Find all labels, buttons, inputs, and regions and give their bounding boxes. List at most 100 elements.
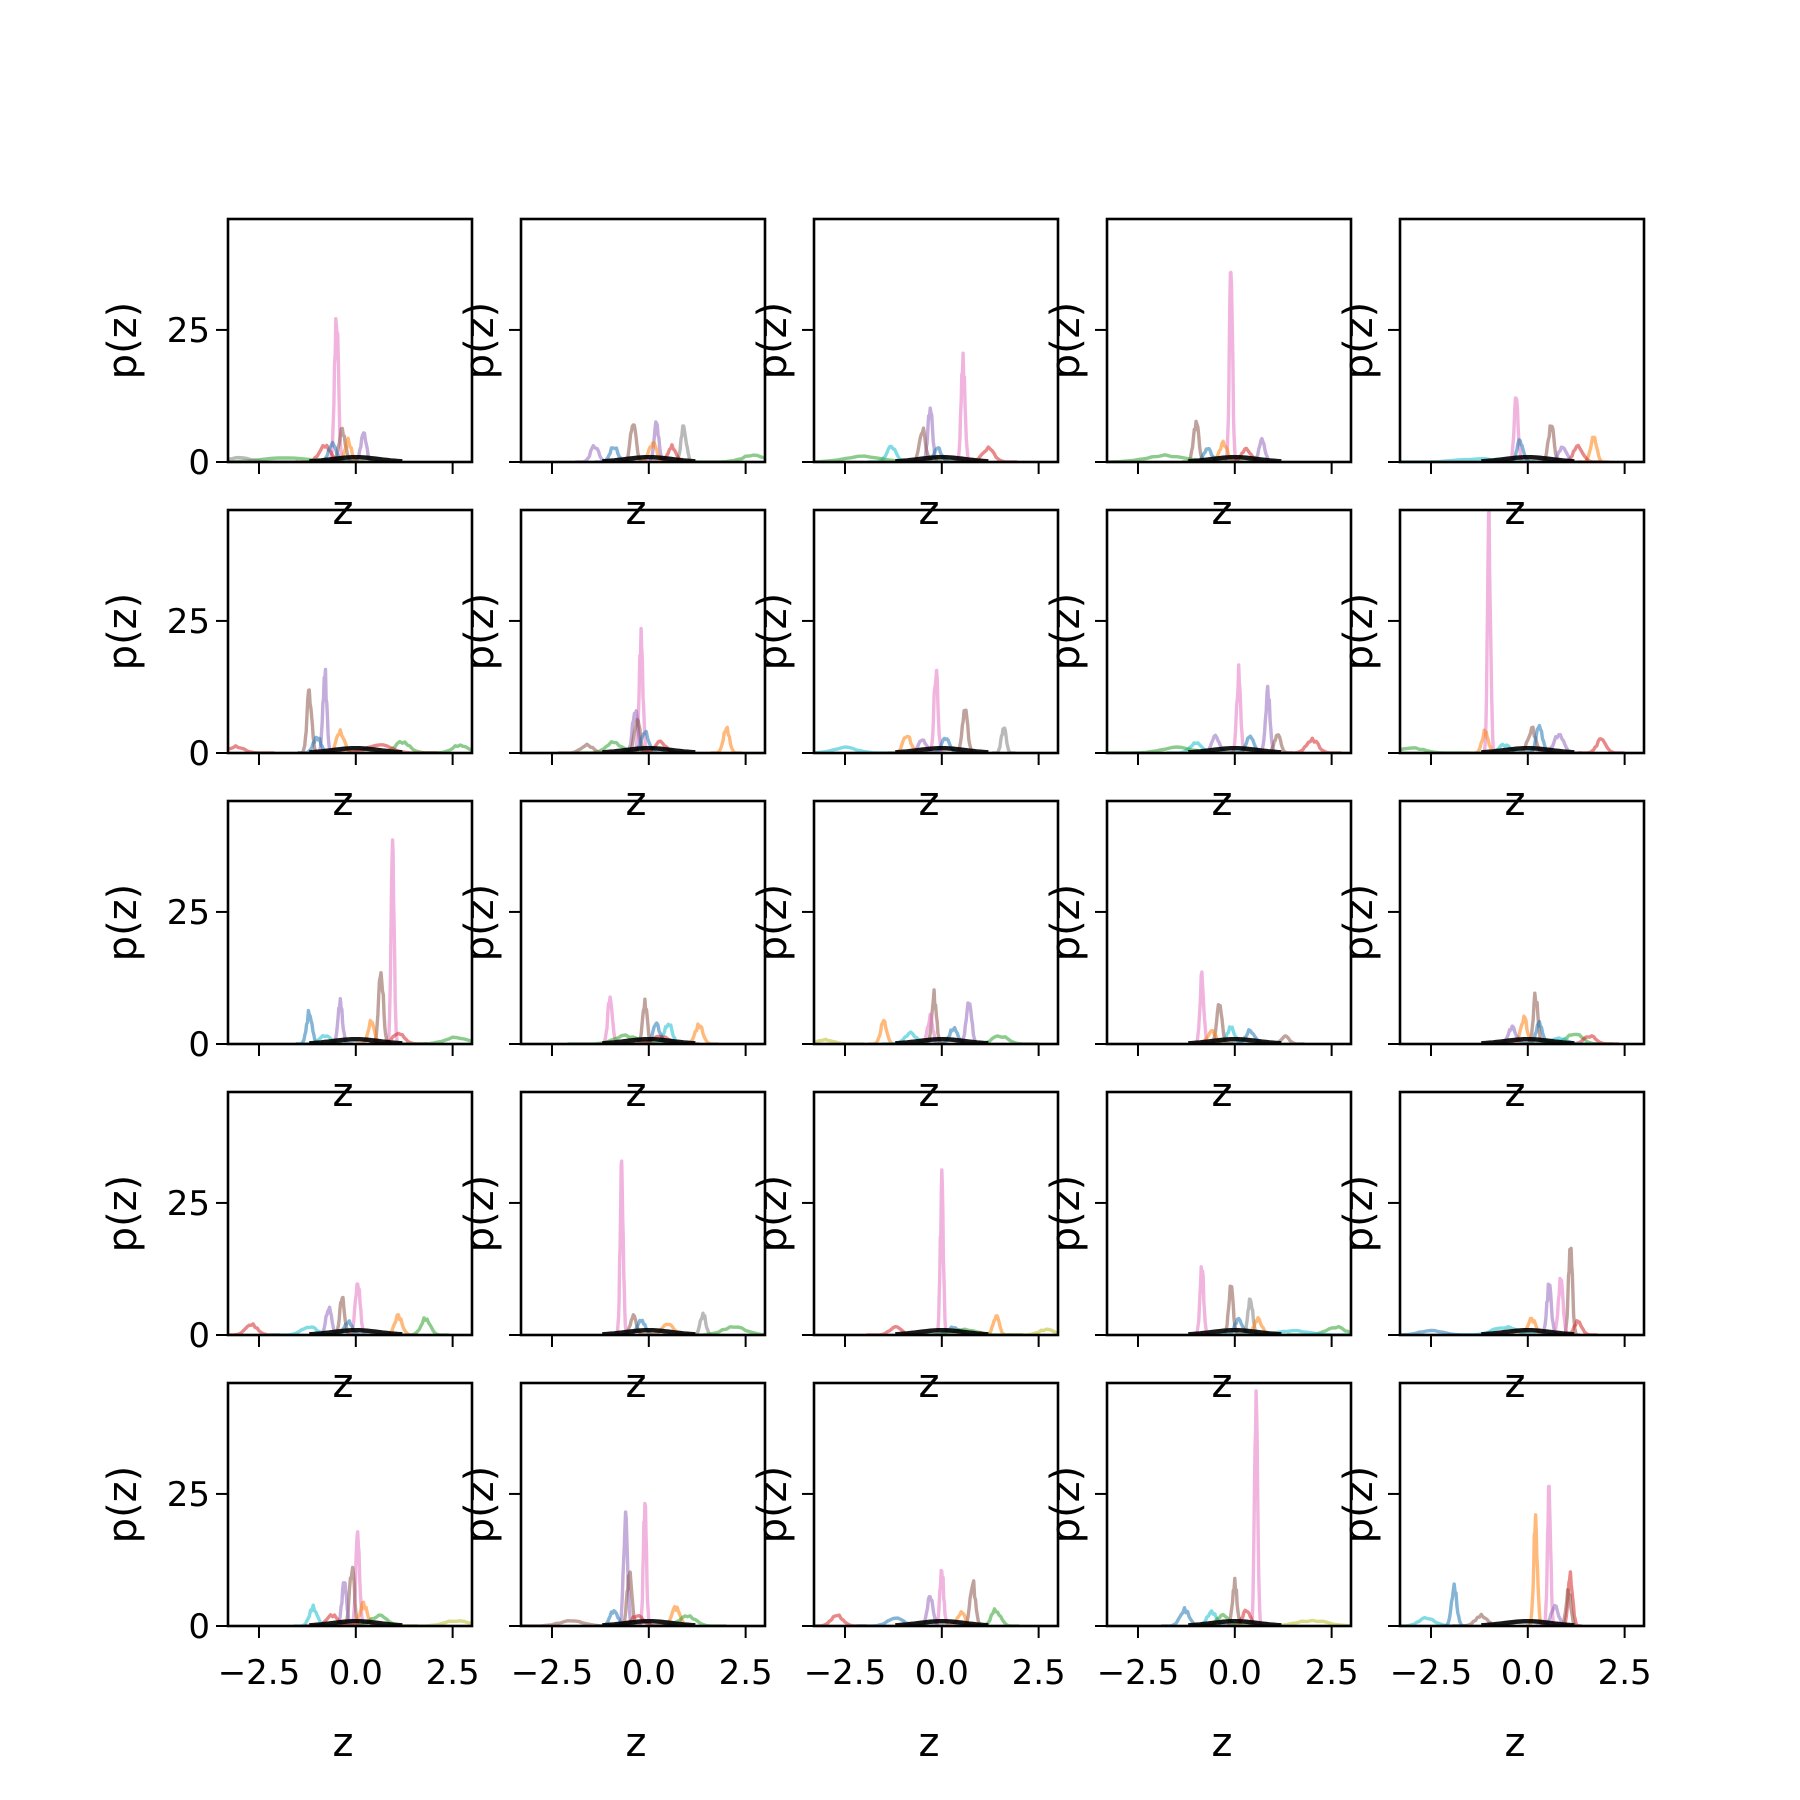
ytick-label: 25 (167, 1475, 210, 1515)
density-series-combined (309, 1327, 403, 1335)
density-series-blue (1439, 1582, 1469, 1626)
density-series-pink (345, 1282, 371, 1335)
axes-frame (1398, 1090, 1646, 1337)
density-series-blue (621, 1318, 661, 1335)
density-series-cyan (1446, 1324, 1563, 1335)
density-series-purple (574, 444, 615, 462)
density-series-brown (296, 688, 322, 753)
axes-frame (1398, 1381, 1646, 1628)
density-series-gray (669, 424, 698, 462)
density-series-pink (1480, 510, 1499, 753)
density-series-red (1226, 1608, 1267, 1626)
density-series-green (1194, 1612, 1253, 1626)
density-series-combined (602, 454, 696, 462)
density-series-pink (1221, 270, 1240, 462)
density-series-red (608, 1613, 667, 1626)
subplot-1-3: zp(z) (750, 217, 1060, 534)
plot-area (814, 988, 1039, 1044)
density-series-cyan (868, 444, 915, 462)
density-series-cyan (1520, 1036, 1598, 1044)
density-series-combined (602, 745, 696, 753)
y-axis-label: p(z) (1043, 1466, 1089, 1544)
density-series-olive (1234, 1618, 1351, 1626)
subplot-2-3: zp(z) (750, 508, 1060, 825)
density-series-cyan (1188, 1609, 1236, 1626)
subplot-4-5: zp(z) (1336, 1090, 1646, 1407)
density-series-green (961, 1034, 1039, 1044)
y-axis-label: p(z) (457, 1466, 503, 1544)
plot-area (228, 1282, 449, 1335)
subplot-5-1: z 0 25 −2.5 0.0 2.5 p(z) (100, 1381, 480, 1766)
density-series-combined (1481, 1327, 1575, 1335)
density-series-cyan (270, 1325, 349, 1335)
density-series-brown (521, 1618, 630, 1626)
axes-frame (1398, 799, 1646, 1046)
density-series-olive (814, 1037, 865, 1044)
density-series-cyan (1167, 741, 1226, 753)
density-series-orange (1577, 435, 1610, 462)
density-series-green (675, 1325, 765, 1335)
density-series-blue (1230, 734, 1271, 753)
density-series-combined (309, 454, 403, 462)
axes-frame (519, 1090, 767, 1337)
subplot-3-4: zp(z) (1043, 799, 1353, 1116)
plot-area (814, 1568, 1020, 1626)
density-series-blue (328, 1319, 368, 1335)
ytick-label: 25 (167, 893, 210, 933)
y-axis-label: p(z) (1043, 884, 1089, 962)
ytick-label: 0 (188, 443, 210, 483)
density-series-orange (355, 1018, 388, 1044)
subplot-2-2: zp(z) (457, 508, 767, 825)
y-axis-label: p(z) (100, 1466, 146, 1544)
density-series-red (631, 739, 690, 753)
density-series-pink (636, 1501, 654, 1626)
density-series-combined (1481, 454, 1575, 462)
density-series-combined (895, 745, 989, 753)
density-series-red (1560, 1034, 1619, 1044)
density-series-green (1107, 453, 1262, 462)
density-series-orange (710, 725, 743, 753)
y-axis-label: p(z) (750, 593, 796, 671)
axes-frame (1398, 217, 1646, 464)
y-axis-label: p(z) (1336, 1175, 1382, 1253)
y-axis-label: p(z) (457, 884, 503, 962)
xtick-label: −2.5 (1390, 1653, 1473, 1693)
density-series-blue (918, 446, 958, 462)
subplot-3-5: zp(z) (1336, 799, 1646, 1116)
y-axis-label: p(z) (1043, 302, 1089, 380)
density-series-orange (867, 1018, 900, 1044)
density-series-purple (1255, 684, 1281, 753)
density-series-purple (1542, 445, 1583, 462)
axes-frame (812, 508, 1060, 755)
axes-frame (226, 799, 474, 1046)
y-axis-label: p(z) (750, 1466, 796, 1544)
density-series-green (1400, 746, 1470, 753)
density-series-purple (1535, 732, 1583, 753)
ytick-label: 0 (188, 1025, 210, 1065)
subplot-3-2: zp(z) (457, 799, 767, 1116)
ytick-label: 25 (167, 1184, 210, 1224)
density-series-orange (979, 1314, 1013, 1335)
y-axis-label: p(z) (100, 593, 146, 671)
axes-frame (1105, 508, 1353, 755)
density-series-blue (1161, 1606, 1208, 1626)
density-series-cyan (1400, 456, 1575, 462)
axes-frame (226, 217, 474, 464)
density-series-red (1558, 1318, 1598, 1335)
subplot-5-4: z −2.5 0.0 2.5 p(z) (1043, 1381, 1359, 1766)
density-series-cyan (1400, 1615, 1466, 1626)
x-axis-label: z (333, 1720, 354, 1766)
y-axis-label: p(z) (1336, 1466, 1382, 1544)
ytick-label: 25 (167, 311, 210, 351)
axes-frame (519, 799, 767, 1046)
density-series-blue (1226, 1028, 1274, 1044)
y-axis-label: p(z) (100, 302, 146, 380)
density-series-combined (602, 1327, 696, 1335)
density-series-gray (688, 1311, 718, 1335)
density-series-combined (895, 1036, 989, 1044)
density-series-green (567, 1033, 684, 1044)
density-series-green (340, 1613, 418, 1626)
